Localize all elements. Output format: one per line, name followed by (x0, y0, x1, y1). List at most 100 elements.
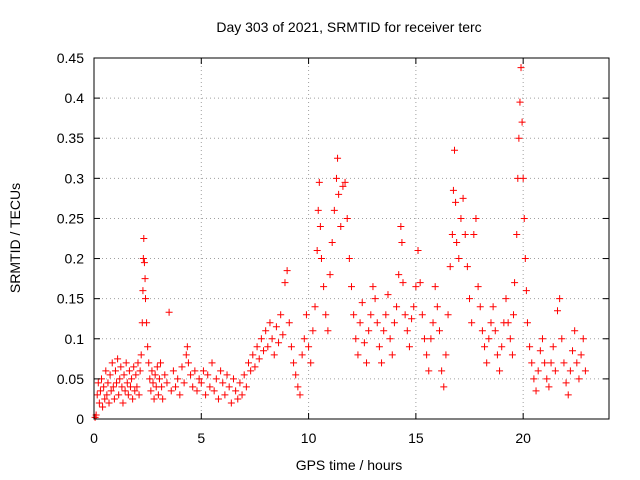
data-point (260, 347, 268, 355)
data-point (328, 239, 336, 247)
data-point (197, 379, 205, 387)
data-point (96, 387, 104, 395)
data-point (457, 214, 465, 222)
data-point (234, 395, 242, 403)
data-point (242, 383, 250, 391)
data-point (455, 255, 463, 263)
data-point (571, 327, 579, 335)
data-point (442, 351, 450, 359)
data-point (214, 395, 222, 403)
data-point (133, 383, 141, 391)
data-point (140, 235, 148, 242)
x-tick-label: 0 (90, 430, 98, 446)
data-point (135, 391, 143, 399)
data-point (311, 303, 319, 311)
data-point (236, 379, 244, 387)
data-point (268, 335, 276, 343)
data-point (253, 343, 261, 351)
data-point (504, 319, 512, 327)
data-point (474, 283, 482, 291)
data-point (178, 363, 186, 371)
data-point (481, 343, 489, 351)
data-point (317, 255, 325, 263)
y-tick-label: 0 (76, 411, 84, 427)
data-point (399, 279, 407, 287)
data-point (124, 391, 132, 399)
data-point (577, 351, 585, 359)
data-point (518, 118, 526, 126)
data-point (102, 367, 110, 375)
data-point (272, 323, 280, 331)
x-tick-label: 20 (515, 430, 531, 446)
data-point (487, 319, 495, 327)
data-point (104, 379, 112, 387)
data-point (390, 319, 398, 327)
data-point (322, 311, 330, 319)
data-point (110, 395, 118, 403)
data-point (240, 371, 248, 379)
data-point (564, 391, 572, 399)
data-point (393, 303, 401, 311)
data-point (100, 383, 108, 391)
data-point (502, 295, 510, 303)
data-point (202, 391, 210, 399)
data-point (332, 174, 340, 182)
data-point (167, 387, 175, 395)
data-point (270, 351, 278, 359)
data-point (536, 347, 544, 355)
axis-ticks: 0 0.05 0.1 0.15 0.2 0.25 0.3 0.35 0.4 0.45 0 5 10 15 2… (57, 50, 609, 446)
data-point (245, 359, 252, 367)
data-point (227, 399, 235, 407)
data-point (337, 222, 345, 230)
data-point (345, 255, 353, 263)
data-point (461, 230, 469, 238)
data-point (187, 371, 195, 379)
y-tick-label: 0.4 (65, 90, 85, 106)
data-point (238, 391, 246, 399)
data-point (183, 343, 191, 351)
data-point (309, 327, 317, 335)
data-point (562, 379, 570, 387)
data-point (158, 383, 166, 391)
data-point (335, 190, 343, 198)
data-point (360, 339, 368, 347)
data-point (519, 174, 527, 182)
data-point (451, 146, 458, 154)
data-point (161, 371, 169, 379)
data-point (510, 311, 518, 319)
data-point (296, 391, 304, 399)
data-point (511, 279, 519, 287)
data-point (116, 375, 124, 383)
data-point (448, 230, 456, 238)
data-point (459, 194, 467, 202)
data-point (435, 327, 443, 335)
data-point (446, 263, 454, 271)
data-point (159, 395, 167, 403)
data-point (287, 343, 295, 351)
data-point (105, 399, 113, 407)
data-point (315, 178, 323, 186)
data-point (517, 64, 525, 72)
data-point (483, 359, 491, 367)
x-tick-label: 5 (197, 430, 205, 446)
data-point (122, 359, 130, 367)
data-point (367, 311, 375, 319)
data-point (139, 255, 147, 263)
data-point (547, 359, 555, 367)
data-point (298, 351, 306, 359)
data-point (277, 311, 285, 319)
data-point (114, 355, 122, 363)
data-point (375, 343, 383, 351)
data-point (453, 239, 461, 247)
data-point (352, 335, 360, 343)
data-point (530, 375, 538, 383)
y-axis-label: SRMTID / TECUs (7, 183, 23, 293)
data-point (283, 267, 291, 275)
data-point (210, 387, 218, 395)
data-point (107, 387, 115, 395)
data-point (575, 375, 583, 383)
data-point (249, 351, 257, 359)
data-point (275, 339, 283, 347)
data-point (199, 367, 207, 375)
data-point (146, 375, 154, 383)
